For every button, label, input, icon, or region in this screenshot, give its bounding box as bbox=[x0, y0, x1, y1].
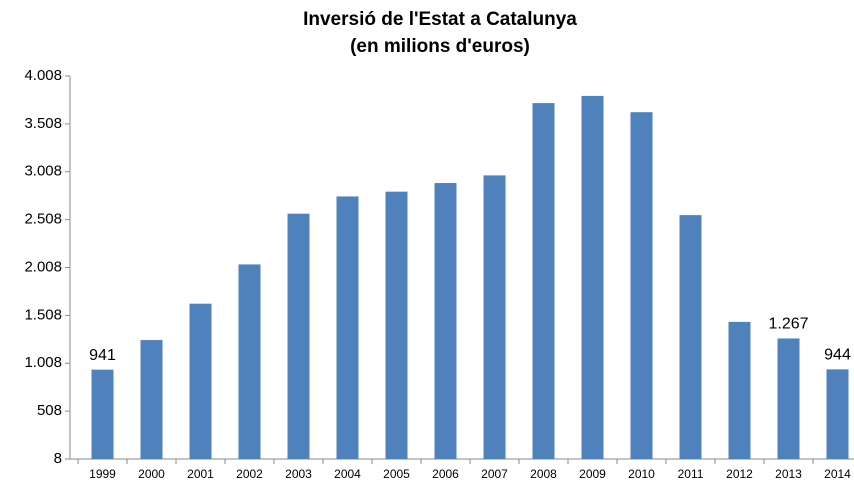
bar bbox=[287, 213, 310, 459]
bar bbox=[630, 112, 653, 460]
x-tick-label: 2010 bbox=[628, 467, 655, 481]
bar bbox=[336, 196, 359, 460]
x-tick-label: 2014 bbox=[824, 467, 851, 481]
y-tick-label: 1.008 bbox=[24, 354, 62, 371]
x-tick-label: 2002 bbox=[236, 467, 263, 481]
bar bbox=[385, 191, 408, 459]
y-tick-label: 4.008 bbox=[24, 67, 62, 84]
x-tick-label: 2005 bbox=[383, 467, 410, 481]
x-tick-label: 2008 bbox=[530, 467, 557, 481]
bar bbox=[91, 369, 114, 459]
bar bbox=[140, 340, 163, 459]
bar bbox=[189, 303, 212, 459]
x-tick-label: 2000 bbox=[138, 467, 165, 481]
x-tick-label: 1999 bbox=[89, 467, 116, 481]
y-tick-label: 3.008 bbox=[24, 163, 62, 180]
chart-title: Inversió de l'Estat a Catalunya bbox=[303, 9, 577, 30]
y-tick-label: 8 bbox=[54, 450, 62, 467]
x-tick-label: 2003 bbox=[285, 467, 312, 481]
y-tick-label: 1.508 bbox=[24, 306, 62, 323]
bar bbox=[238, 264, 261, 459]
bar bbox=[532, 103, 555, 459]
chart-subtitle: (en milions d'euros) bbox=[350, 36, 530, 57]
bar bbox=[679, 215, 702, 459]
data-label: 1.267 bbox=[768, 316, 808, 333]
x-tick-label: 2006 bbox=[432, 467, 459, 481]
x-tick-label: 2009 bbox=[579, 467, 606, 481]
bar bbox=[826, 369, 849, 459]
x-tick-label: 2007 bbox=[481, 467, 508, 481]
y-tick-label: 2.508 bbox=[24, 211, 62, 228]
y-tick-label: 3.508 bbox=[24, 115, 62, 132]
x-tick-label: 2013 bbox=[775, 467, 802, 481]
bar bbox=[434, 183, 457, 459]
x-tick-label: 2012 bbox=[726, 467, 753, 481]
x-tick-label: 2011 bbox=[678, 467, 704, 481]
bar bbox=[777, 338, 800, 459]
bar bbox=[581, 95, 604, 459]
y-tick-label: 2.008 bbox=[24, 258, 62, 275]
y-tick-label: 508 bbox=[37, 402, 62, 419]
data-label: 941 bbox=[89, 347, 116, 364]
x-tick-label: 2004 bbox=[334, 467, 361, 481]
bar bbox=[728, 321, 751, 459]
bar bbox=[483, 175, 506, 460]
x-tick-label: 2001 bbox=[187, 467, 214, 481]
data-label: 944 bbox=[824, 347, 851, 364]
